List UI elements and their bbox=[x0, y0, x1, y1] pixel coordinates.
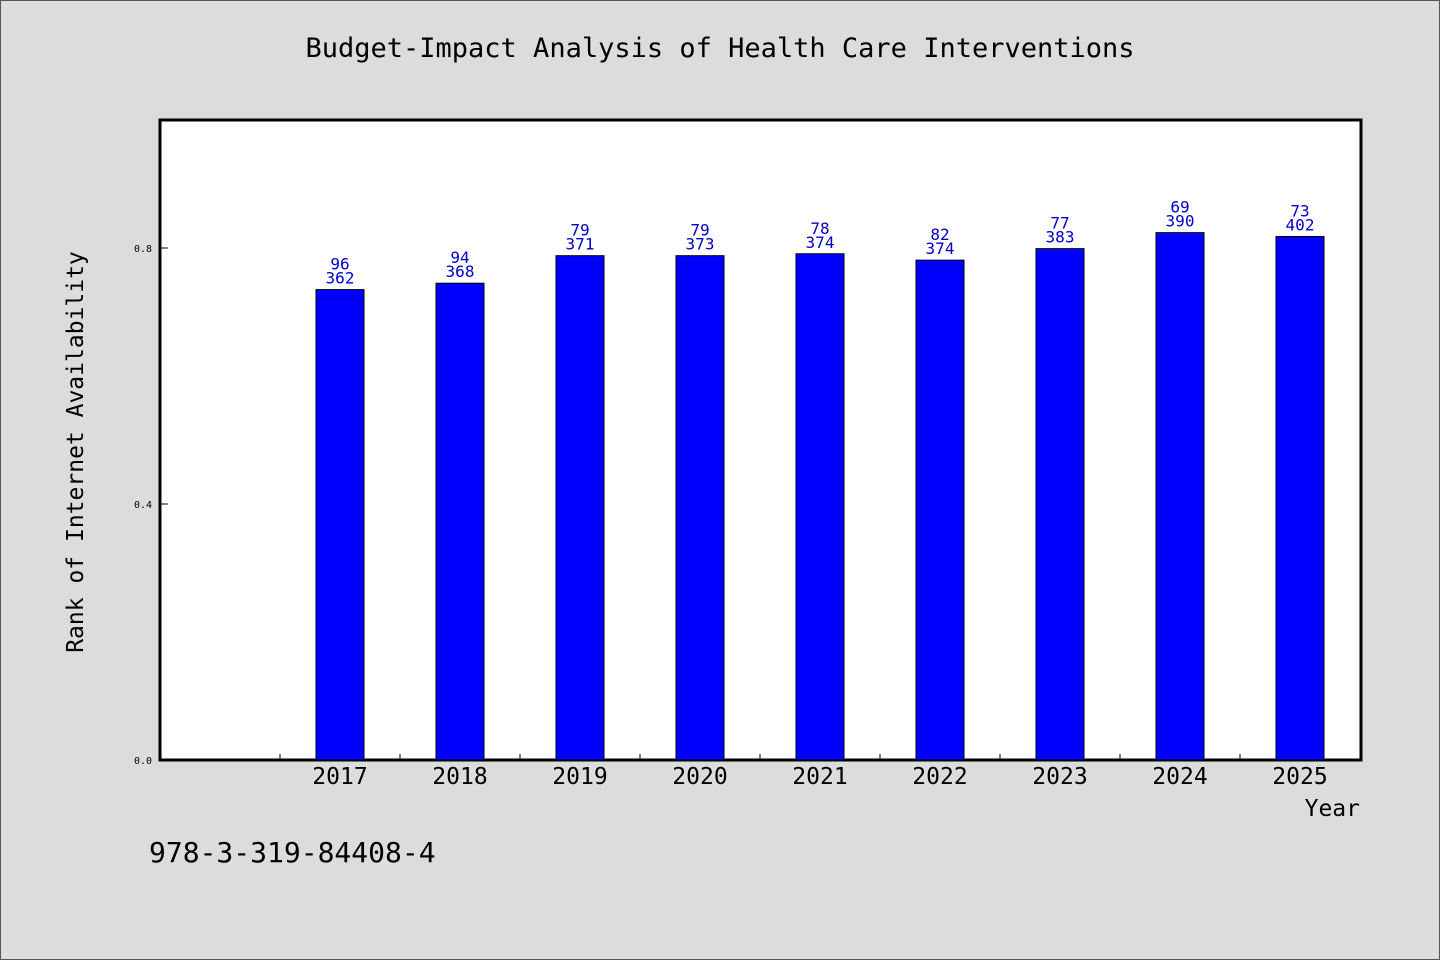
isbn-text: 978-3-319-84408-4 bbox=[149, 836, 436, 869]
bar-value-label: 374 bbox=[926, 239, 955, 258]
bar-rank-label: 94 bbox=[450, 248, 469, 267]
bar-rank-label: 96 bbox=[330, 255, 349, 274]
bar bbox=[915, 259, 965, 761]
chart-title: Budget-Impact Analysis of Health Care In… bbox=[305, 33, 1135, 64]
y-tick-label: 0.4 bbox=[134, 500, 152, 511]
bar bbox=[1155, 232, 1205, 761]
bar-rank-label: 78 bbox=[810, 219, 829, 238]
x-tick-label: 2021 bbox=[792, 764, 847, 790]
bar bbox=[315, 289, 365, 761]
bar-rank-label: 79 bbox=[690, 221, 709, 240]
bar-rank-label: 77 bbox=[1050, 214, 1069, 233]
x-tick-label: 2017 bbox=[312, 764, 367, 790]
bar bbox=[1275, 235, 1325, 761]
bar-value-label: 374 bbox=[806, 233, 835, 252]
bar bbox=[675, 255, 725, 761]
bar-value-label: 390 bbox=[1166, 212, 1195, 231]
bar bbox=[555, 255, 605, 761]
x-tick-label: 2020 bbox=[672, 764, 727, 790]
x-tick-label: 2025 bbox=[1272, 764, 1327, 790]
bar bbox=[435, 282, 485, 761]
x-tick-label: 2024 bbox=[1152, 764, 1207, 790]
x-tick-label: 2018 bbox=[432, 764, 487, 790]
bar-value-label: 383 bbox=[1046, 228, 1075, 247]
bar-value-label: 362 bbox=[326, 269, 355, 288]
y-tick-label: 0.8 bbox=[134, 244, 152, 255]
x-tick-label: 2023 bbox=[1032, 764, 1087, 790]
bar bbox=[795, 253, 845, 761]
bar-value-label: 371 bbox=[566, 235, 595, 254]
bar-rank-label: 73 bbox=[1290, 201, 1309, 220]
y-tick-label: 0.0 bbox=[134, 756, 152, 767]
bar-value-label: 373 bbox=[686, 235, 715, 254]
bar-value-label: 402 bbox=[1286, 215, 1315, 234]
bar-rank-label: 82 bbox=[930, 225, 949, 244]
x-axis-label: Year bbox=[1304, 796, 1360, 822]
bar bbox=[1035, 248, 1085, 761]
x-tick-label: 2019 bbox=[552, 764, 607, 790]
chart-marks: 0.00.40.83629620173689420183717920193737… bbox=[134, 198, 1328, 790]
x-tick-label: 2022 bbox=[912, 764, 967, 790]
bar-value-label: 368 bbox=[446, 262, 475, 281]
bar-rank-label: 69 bbox=[1170, 198, 1189, 217]
bar-rank-label: 79 bbox=[570, 221, 589, 240]
